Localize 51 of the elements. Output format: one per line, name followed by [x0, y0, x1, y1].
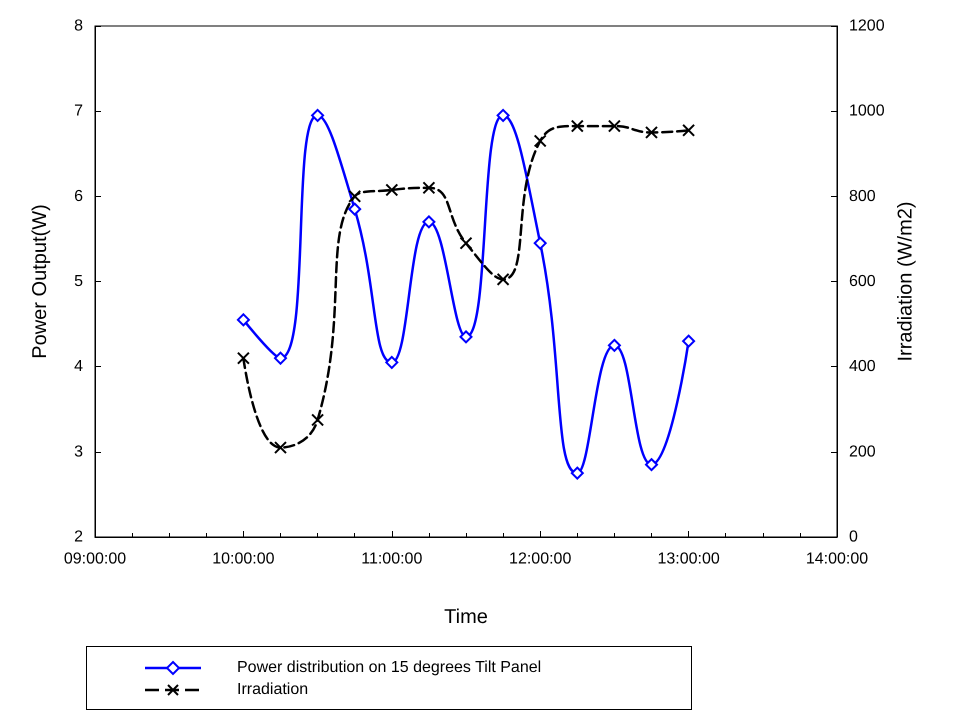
y2-tick-label: 0 [849, 528, 858, 546]
x-axis-title: Time [444, 606, 488, 628]
x-tick-label: 10:00:00 [212, 550, 275, 568]
point [570, 120, 584, 133]
point [348, 190, 362, 203]
y2-tick-label: 1200 [849, 18, 885, 34]
legend-label: Power distribution on 15 degrees Tilt Panel [237, 659, 542, 677]
y-tick-label: 4 [74, 358, 84, 376]
point [460, 330, 472, 344]
x-tick-label: 14:00:00 [806, 550, 868, 568]
point [608, 120, 621, 133]
point [682, 334, 696, 348]
point [274, 441, 287, 454]
point [311, 413, 324, 426]
x-tick-label: 13:00:00 [657, 550, 720, 568]
point [385, 356, 398, 369]
point [274, 352, 287, 365]
y2-tick-label: 400 [849, 358, 876, 376]
point [570, 466, 584, 480]
x-tick-label: 09:00:00 [64, 550, 126, 568]
point [534, 236, 547, 250]
point [608, 338, 621, 352]
y-axis-title: Power Output(W) [29, 204, 51, 359]
point [460, 236, 472, 250]
x-tick-label: 12:00:00 [509, 550, 572, 568]
legend-label: Irradiation [237, 681, 308, 699]
x-tick-label: 11:00:00 [361, 550, 422, 568]
point [236, 352, 250, 365]
point [236, 313, 250, 326]
y-tick-label: 2 [74, 528, 84, 546]
y-tick-label: 5 [74, 273, 84, 290]
y-tick-label: 6 [74, 188, 84, 205]
y-tick-label: 3 [74, 443, 84, 460]
point [682, 124, 696, 137]
y-tick-label: 8 [74, 18, 84, 34]
y2-tick-label: 600 [849, 273, 876, 290]
y2-tick-label: 200 [849, 443, 876, 460]
point [311, 108, 324, 122]
point [496, 108, 510, 122]
point [534, 134, 547, 148]
y2-axis-title: Irradiation (W/m2) [894, 201, 916, 362]
point [422, 181, 436, 194]
point [385, 183, 398, 196]
point [496, 272, 510, 286]
point [422, 215, 436, 228]
y2-tick-label: 1000 [849, 102, 885, 120]
point [348, 202, 362, 216]
y-tick-label: 7 [74, 102, 84, 120]
point [645, 458, 658, 472]
point [645, 126, 658, 139]
y2-tick-label: 800 [849, 188, 876, 205]
